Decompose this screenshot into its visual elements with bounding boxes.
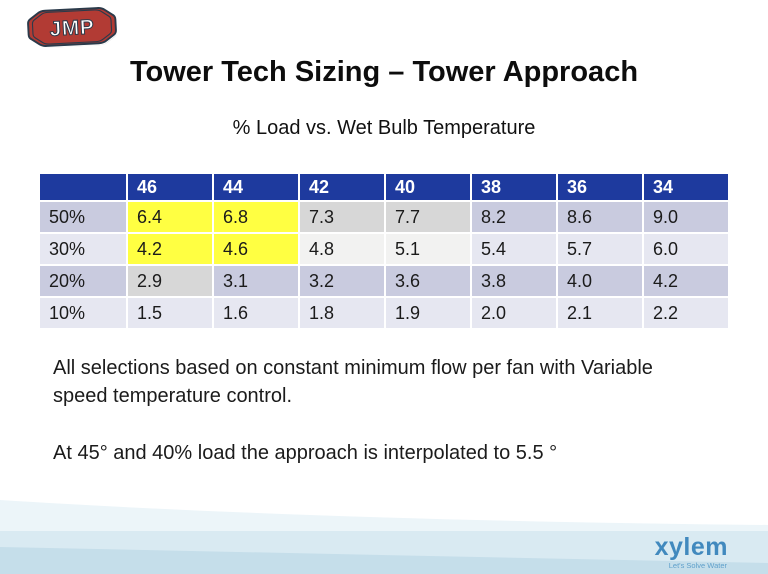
wave-band-3 [0,547,768,574]
table-header-cell: 36 [558,174,642,200]
value-cell: 5.4 [472,234,556,264]
logo-text: JMP [49,16,95,41]
page-title: Tower Tech Sizing – Tower Approach [129,56,639,88]
row-label-cell: 30% [40,234,126,264]
value-cell: 1.5 [128,298,212,328]
value-cell: 5.1 [386,234,470,264]
approach-table: 46 44 42 40 38 36 34 50% 6.4 6.8 7.3 7.7 8.2 8.6 9.0 3… [38,172,730,330]
table-header-cell: 40 [386,174,470,200]
value-cell: 1.8 [300,298,384,328]
table-body: 50% 6.4 6.8 7.3 7.7 8.2 8.6 9.0 30% 4.2 4.6 4.8 5.1 5… [40,202,728,328]
table-header-cell: 44 [214,174,298,200]
value-cell: 3.8 [472,266,556,296]
note-interpolation: At 45° and 40% load the approach is inte… [53,441,558,464]
value-cell: 6.0 [644,234,728,264]
table-caption: % Load vs. Wet Bulb Temperature [232,117,536,139]
jmp-logo-icon: JMP [26,6,118,48]
value-cell: 8.6 [558,202,642,232]
value-cell: 1.6 [214,298,298,328]
value-cell-highlighted: 4.2 [128,234,212,264]
value-cell: 2.9 [128,266,212,296]
footer-wave-icon [0,500,768,574]
table-row: 30% 4.2 4.6 4.8 5.1 5.4 5.7 6.0 [40,234,728,264]
value-cell: 2.0 [472,298,556,328]
table-row: 50% 6.4 6.8 7.3 7.7 8.2 8.6 9.0 [40,202,728,232]
value-cell: 4.0 [558,266,642,296]
value-cell: 2.1 [558,298,642,328]
value-cell: 7.7 [386,202,470,232]
row-label-cell: 50% [40,202,126,232]
table-corner-cell [40,174,126,200]
notes-block: All selections based on constant minimum… [53,354,725,467]
value-cell-highlighted: 6.4 [128,202,212,232]
table-header-row: 46 44 42 40 38 36 34 [40,174,728,200]
table-header-cell: 42 [300,174,384,200]
table-header-cell: 38 [472,174,556,200]
xylem-wordmark: xylem [654,532,728,561]
value-cell: 4.8 [300,234,384,264]
value-cell-highlighted: 6.8 [214,202,298,232]
table-header-cell: 34 [644,174,728,200]
logo-badge [27,7,117,47]
value-cell: 3.1 [214,266,298,296]
table-row: 10% 1.5 1.6 1.8 1.9 2.0 2.1 2.2 [40,298,728,328]
table-header-cell: 46 [128,174,212,200]
value-cell: 9.0 [644,202,728,232]
xylem-logo: xylem Let's Solve Water [654,532,728,570]
xylem-tagline: Let's Solve Water [668,560,727,570]
row-label-cell: 10% [40,298,126,328]
value-cell: 3.2 [300,266,384,296]
value-cell: 1.9 [386,298,470,328]
table-row: 20% 2.9 3.1 3.2 3.6 3.8 4.0 4.2 [40,266,728,296]
row-label-cell: 20% [40,266,126,296]
value-cell: 5.7 [558,234,642,264]
value-cell: 2.2 [644,298,728,328]
value-cell: 7.3 [300,202,384,232]
logo-inner-line [31,9,113,45]
note-flow-control: All selections based on constant minimum… [53,357,653,408]
value-cell: 4.2 [644,266,728,296]
value-cell: 8.2 [472,202,556,232]
value-cell: 3.6 [386,266,470,296]
value-cell-highlighted: 4.6 [214,234,298,264]
approach-table-wrap: 46 44 42 40 38 36 34 50% 6.4 6.8 7.3 7.7 8.2 8.6 9.0 3… [38,172,730,330]
